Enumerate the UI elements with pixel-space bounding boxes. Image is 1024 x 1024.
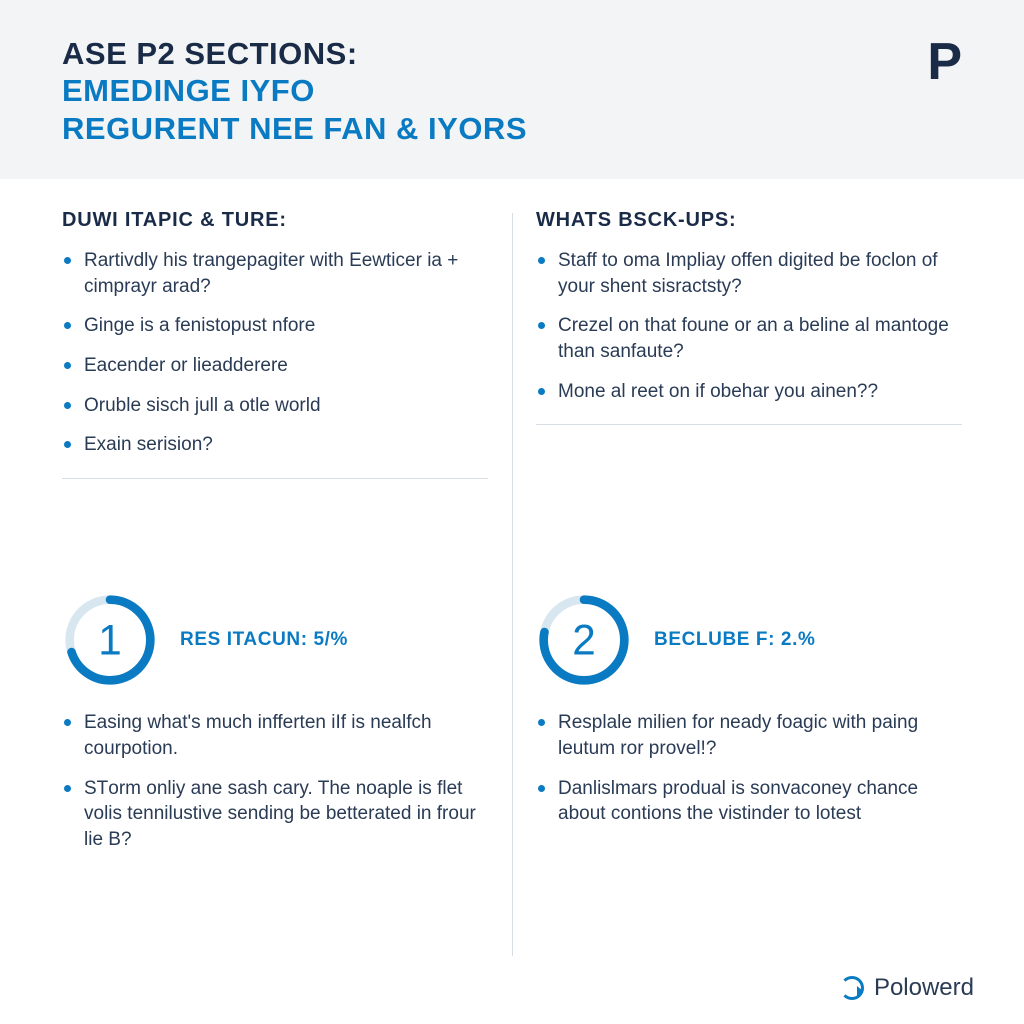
list-item: Staff to oma Impliay offen digited be fo… — [536, 248, 962, 299]
bullet-list: Rartivdly his trangepagiter with Eewtice… — [62, 248, 488, 472]
horizontal-divider — [536, 424, 962, 425]
title-block: ASE P2 SECTIONS: EMEDINGE IYFO REGURENT … — [62, 36, 527, 149]
list-item: Easing what's much infferten iIf is neal… — [62, 710, 488, 761]
title-line-1: ASE P2 SECTIONS: — [62, 36, 527, 72]
list-item: Mone al reet on if obehar you ainen?? — [536, 379, 962, 405]
ring-number: 2 — [572, 617, 596, 664]
list-item: Oruble sisch jull a otle world — [62, 393, 488, 419]
section-top-right: WHATS BSCK-UPS: Staff to oma Impliay off… — [536, 209, 962, 568]
stat-label: RES ITACUN: 5/% — [180, 629, 348, 651]
list-item: Exain serision? — [62, 432, 488, 458]
footer: Polowerd — [0, 966, 1024, 1024]
title-line-2: EMEDINGE IYFO — [62, 72, 527, 111]
horizontal-divider — [62, 478, 488, 479]
list-item: Crezel on that foune or an a beline al m… — [536, 313, 962, 364]
stat-header: 2 BECLUBE F: 2.% — [536, 592, 962, 688]
section-top-left: DUWI ITAPIC & TURE: Rartivdly his trange… — [62, 209, 488, 568]
title-line-3: REGURENT NEE FAN & IYORS — [62, 110, 527, 149]
footer-brand: Polowerd — [874, 974, 974, 1002]
brand-logo-icon: P — [927, 36, 962, 88]
list-item: Danlislmars produal is sonvaconey chance… — [536, 776, 962, 827]
list-item: Rartivdly his trangepagiter with Eewtice… — [62, 248, 488, 299]
section-bottom-right: 2 BECLUBE F: 2.% Resplale milien for nea… — [536, 592, 962, 956]
progress-ring-2: 2 — [536, 592, 632, 688]
progress-ring-1: 1 — [62, 592, 158, 688]
stat-label: BECLUBE F: 2.% — [654, 629, 815, 651]
section-title: WHATS BSCK-UPS: — [536, 209, 962, 232]
section-bottom-left: 1 RES ITACUN: 5/% Easing what's much inf… — [62, 592, 488, 956]
list-item: Resplale milien for neady foagic with pa… — [536, 710, 962, 761]
bullet-list: Staff to oma Impliay offen digited be fo… — [536, 248, 962, 418]
list-item: Ginge is a fenistopust nfore — [62, 313, 488, 339]
header: ASE P2 SECTIONS: EMEDINGE IYFO REGURENT … — [0, 0, 1024, 179]
section-title: DUWI ITAPIC & TURE: — [62, 209, 488, 232]
stat-header: 1 RES ITACUN: 5/% — [62, 592, 488, 688]
bullet-list: Resplale milien for neady foagic with pa… — [536, 710, 962, 841]
bullet-list: Easing what's much infferten iIf is neal… — [62, 710, 488, 866]
page: ASE P2 SECTIONS: EMEDINGE IYFO REGURENT … — [0, 0, 1024, 1024]
refresh-icon — [840, 976, 864, 1000]
vertical-divider — [512, 213, 513, 956]
list-item: SΤorm onliy ane sash cary. The noaple is… — [62, 776, 488, 853]
list-item: Eacender or lieadderere — [62, 353, 488, 379]
main-grid: DUWI ITAPIC & TURE: Rartivdly his trange… — [0, 179, 1024, 966]
ring-number: 1 — [98, 617, 122, 664]
